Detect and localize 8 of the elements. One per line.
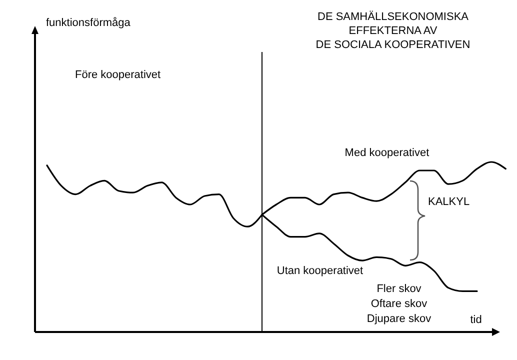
annotation: KALKYL	[428, 196, 470, 208]
x-axis-title: tid	[470, 314, 482, 326]
annotation: Utan kooperativet	[276, 265, 364, 277]
chart-title: DE SAMHÄLLSEKONOMISKA EFFEKTERNA AV DE SOCIALA KOOPERATIVEN	[316, 10, 470, 51]
text: Med kooperativet	[344, 147, 430, 159]
text: funktionsförmåga	[46, 17, 132, 29]
annotation: Fler skov Oftare skov Djupare skov	[366, 283, 432, 325]
text: Före kooperativet	[75, 69, 161, 81]
